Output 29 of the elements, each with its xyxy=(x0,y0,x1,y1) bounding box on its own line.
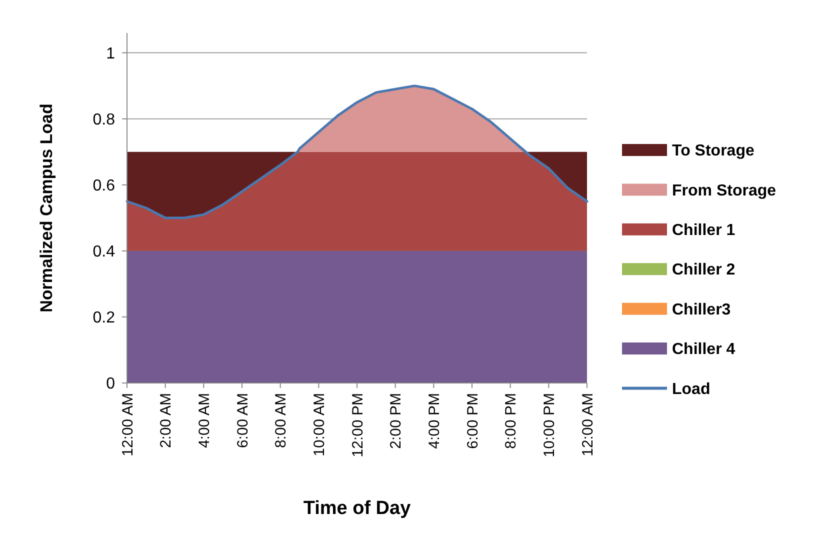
y-tick-label: 0.6 xyxy=(92,177,116,194)
legend-label: Chiller 4 xyxy=(672,341,736,358)
line-series xyxy=(126,84,588,220)
x-tick-label: 4:00 AM xyxy=(196,393,213,448)
y-tick-label: 1 xyxy=(106,45,116,62)
x-tick-label: 6:00 PM xyxy=(464,393,482,449)
x-tick-label: 6:00 AM xyxy=(234,393,252,448)
y-axis-title: Normalized Campus Load xyxy=(37,104,56,312)
legend-label: Load xyxy=(672,380,710,398)
x-tick-label: 4:00 PM xyxy=(426,393,443,449)
x-tick-label: 8:00 PM xyxy=(502,393,520,449)
y-tick-label: 0.8 xyxy=(92,111,116,128)
x-tick-label: 2:00 AM xyxy=(158,393,175,448)
x-tick-label: 12:00 AM xyxy=(579,393,596,456)
x-tick-label: 2:00 PM xyxy=(388,393,405,449)
y-tick-label: 0.2 xyxy=(92,310,116,327)
x-tick-label: 10:00 AM xyxy=(310,393,328,456)
y-tick-label: 0.4 xyxy=(92,244,116,261)
y-tick-label: 0 xyxy=(106,376,116,393)
x-tick-label: 12:00 AM xyxy=(119,393,136,456)
legend-label: Chiller3 xyxy=(672,301,731,318)
legend-label: Chiller 1 xyxy=(672,222,736,239)
x-tick-label: 8:00 AM xyxy=(272,393,290,448)
x-tick-label: 12:00 PM xyxy=(349,393,366,458)
x-axis-title: Time of Day xyxy=(303,498,412,519)
legend-label: To Storage xyxy=(672,142,754,160)
x-tick-label: 10:00 PM xyxy=(540,393,558,458)
legend-label: Chiller 2 xyxy=(672,262,736,279)
legend-label: From Storage xyxy=(672,182,776,200)
